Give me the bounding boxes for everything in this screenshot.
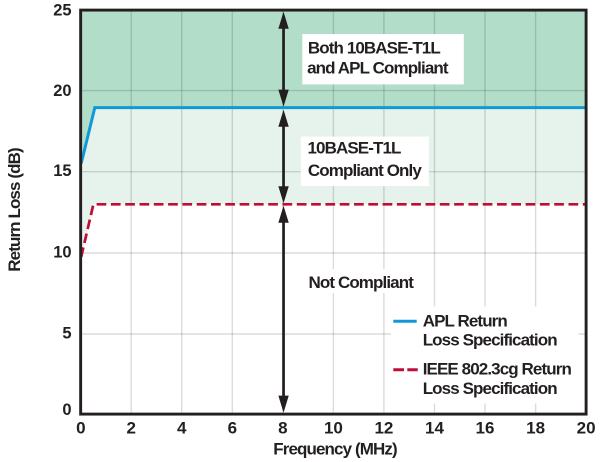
svg-text:20: 20: [577, 419, 596, 438]
svg-text:APL Return: APL Return: [423, 311, 508, 330]
svg-text:5: 5: [62, 324, 71, 342]
svg-text:IEEE 802.3cg Return: IEEE 802.3cg Return: [423, 360, 572, 379]
svg-text:Return Loss (dB): Return Loss (dB): [5, 148, 24, 272]
svg-text:18: 18: [526, 419, 545, 438]
svg-text:14: 14: [425, 419, 444, 438]
svg-text:8: 8: [278, 419, 287, 438]
svg-text:4: 4: [177, 419, 187, 438]
svg-text:20: 20: [53, 82, 71, 100]
svg-text:10: 10: [324, 419, 343, 438]
svg-text:15: 15: [53, 162, 71, 180]
svg-text:Loss Specification: Loss Specification: [423, 331, 558, 350]
svg-text:16: 16: [476, 419, 495, 438]
svg-text:Not Compliant: Not Compliant: [309, 273, 415, 292]
svg-text:12: 12: [374, 419, 393, 438]
svg-text:Compliant Only: Compliant Only: [308, 161, 422, 180]
svg-text:25: 25: [53, 1, 71, 19]
svg-text:0: 0: [62, 401, 71, 419]
svg-text:Both 10BASE-T1L: Both 10BASE-T1L: [308, 39, 440, 58]
svg-text:6: 6: [228, 419, 237, 438]
svg-text:2: 2: [126, 419, 135, 438]
svg-text:Frequency (MHz): Frequency (MHz): [273, 439, 397, 458]
svg-text:0: 0: [76, 419, 85, 438]
svg-text:10BASE-T1L: 10BASE-T1L: [308, 139, 402, 158]
svg-text:Loss Specification: Loss Specification: [423, 379, 558, 398]
svg-text:and APL Compliant: and APL Compliant: [307, 58, 449, 77]
svg-text:10: 10: [53, 243, 71, 261]
